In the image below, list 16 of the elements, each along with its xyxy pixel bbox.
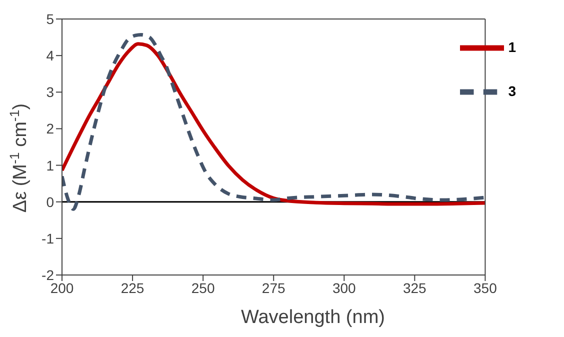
- x-tick-label: 325: [402, 280, 427, 296]
- y-tick-label: 4: [46, 48, 54, 64]
- x-tick-label: 350: [474, 280, 498, 296]
- y-tick-label: 3: [46, 84, 54, 100]
- x-tick-label: 300: [332, 280, 356, 296]
- y-tick-label: 0: [46, 194, 54, 210]
- x-tick-label: 275: [262, 280, 286, 296]
- x-tick-label: 225: [120, 280, 144, 296]
- legend-label: 3: [508, 82, 516, 99]
- y-tick-label: 1: [46, 157, 54, 174]
- x-tick-label: 250: [191, 280, 215, 296]
- x-axis-title: Wavelength (nm): [241, 307, 385, 328]
- y-tick-label: 2: [46, 120, 54, 137]
- legend-label: 1: [508, 38, 516, 55]
- y-tick-label: -1: [42, 230, 54, 246]
- y-tick-label: 5: [46, 10, 54, 27]
